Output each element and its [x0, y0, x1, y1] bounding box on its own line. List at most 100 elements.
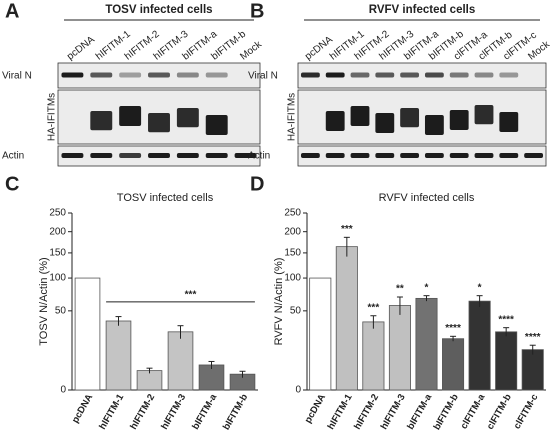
- band: [474, 105, 494, 125]
- row-label: HA-IFITMs: [287, 93, 298, 141]
- significance-label: ****: [498, 314, 514, 325]
- x-tick-label: bIFITM-b: [432, 392, 461, 432]
- row-label: Viral N: [248, 71, 278, 82]
- y-tick-label: 50: [55, 305, 67, 316]
- x-tick-label: hIFITM-2: [352, 392, 381, 431]
- bar: [468, 300, 491, 391]
- band: [234, 153, 257, 158]
- band: [449, 110, 469, 130]
- band: [119, 153, 142, 158]
- bar: [521, 349, 544, 391]
- band: [205, 153, 228, 158]
- x-tick-label: bIFITM-a: [190, 392, 219, 432]
- row-label: HA-IFITMs: [47, 93, 58, 141]
- y-tick-label: 200: [49, 226, 66, 237]
- band: [148, 113, 170, 133]
- chart-title: RVFV infected cells: [379, 192, 475, 204]
- bar: [495, 331, 518, 391]
- significance-label: **: [396, 284, 404, 295]
- y-tick-label: 200: [284, 226, 301, 237]
- bar: [105, 320, 132, 391]
- significance-label: *: [478, 282, 482, 293]
- significance-label: ****: [525, 332, 541, 343]
- blot-title: TOSV infected cells: [105, 4, 212, 16]
- band: [119, 72, 142, 78]
- significance-label: ****: [445, 323, 461, 334]
- x-tick-label: hIFITM-3: [379, 392, 408, 431]
- bar: [198, 364, 225, 391]
- band: [176, 72, 199, 78]
- band: [400, 108, 420, 128]
- chart-title: TOSV infected cells: [117, 192, 214, 204]
- y-tick-label: 250: [284, 208, 301, 219]
- bar: [167, 331, 194, 391]
- panel-letter: D: [250, 173, 264, 195]
- x-tick-label: bIFITM-a: [405, 392, 434, 432]
- band: [205, 72, 228, 78]
- y-tick-label: 150: [49, 248, 66, 259]
- band: [400, 72, 420, 78]
- band: [176, 108, 199, 128]
- band: [61, 153, 84, 158]
- band: [300, 153, 320, 158]
- band: [474, 153, 494, 158]
- band: [325, 153, 345, 158]
- bar: [335, 246, 358, 391]
- significance-label: ***: [368, 302, 380, 313]
- band: [148, 153, 170, 158]
- y-tick-label: 50: [290, 305, 302, 316]
- bar: [309, 277, 332, 391]
- bar: [74, 277, 101, 391]
- y-tick-label: 0: [60, 385, 66, 396]
- bar: [362, 321, 385, 391]
- band: [90, 111, 113, 131]
- x-tick-label: pcDNA: [70, 392, 95, 425]
- x-tick-label: clFITM-b: [485, 392, 514, 431]
- band: [424, 115, 444, 135]
- bar: [388, 305, 411, 391]
- panel-letter: B: [250, 0, 264, 22]
- row-label: Actin: [2, 151, 24, 162]
- row-label: Viral N: [2, 71, 32, 82]
- y-axis-label: RVFV N/Actin (%): [273, 258, 285, 346]
- band: [474, 72, 494, 78]
- x-tick-label: clFITM-c: [512, 392, 541, 431]
- panel-letter: C: [5, 173, 19, 195]
- bar: [442, 338, 465, 391]
- y-tick-label: 100: [49, 273, 66, 284]
- y-axis-label: TOSV N/Actin (%): [38, 257, 50, 345]
- band: [205, 115, 228, 135]
- band: [90, 72, 113, 78]
- x-tick-label: hIFITM-1: [97, 392, 126, 432]
- x-tick-label: hIFITM-1: [326, 392, 355, 432]
- band: [148, 72, 170, 78]
- band: [499, 153, 519, 158]
- significance-label: ***: [341, 224, 353, 235]
- x-tick-label: pcDNA: [303, 392, 328, 425]
- band: [499, 72, 519, 78]
- bar: [136, 370, 163, 391]
- significance-label: ***: [185, 289, 197, 300]
- panel-letter: A: [5, 0, 19, 22]
- band: [400, 153, 420, 158]
- band: [375, 72, 395, 78]
- band: [424, 153, 444, 158]
- band: [375, 113, 395, 133]
- band: [325, 111, 345, 131]
- x-tick-label: clFITM-a: [459, 392, 488, 431]
- bar: [415, 297, 438, 391]
- lane-label: pcDNA: [65, 34, 97, 62]
- band: [325, 72, 345, 78]
- band: [499, 112, 519, 132]
- band: [176, 153, 199, 158]
- y-tick-label: 250: [49, 208, 66, 219]
- band: [119, 106, 142, 126]
- significance-label: *: [425, 282, 429, 293]
- x-tick-label: hIFITM-2: [128, 392, 157, 431]
- band: [449, 72, 469, 78]
- band: [350, 72, 370, 78]
- band: [375, 153, 395, 158]
- blot-row: [297, 145, 547, 167]
- band: [424, 72, 444, 78]
